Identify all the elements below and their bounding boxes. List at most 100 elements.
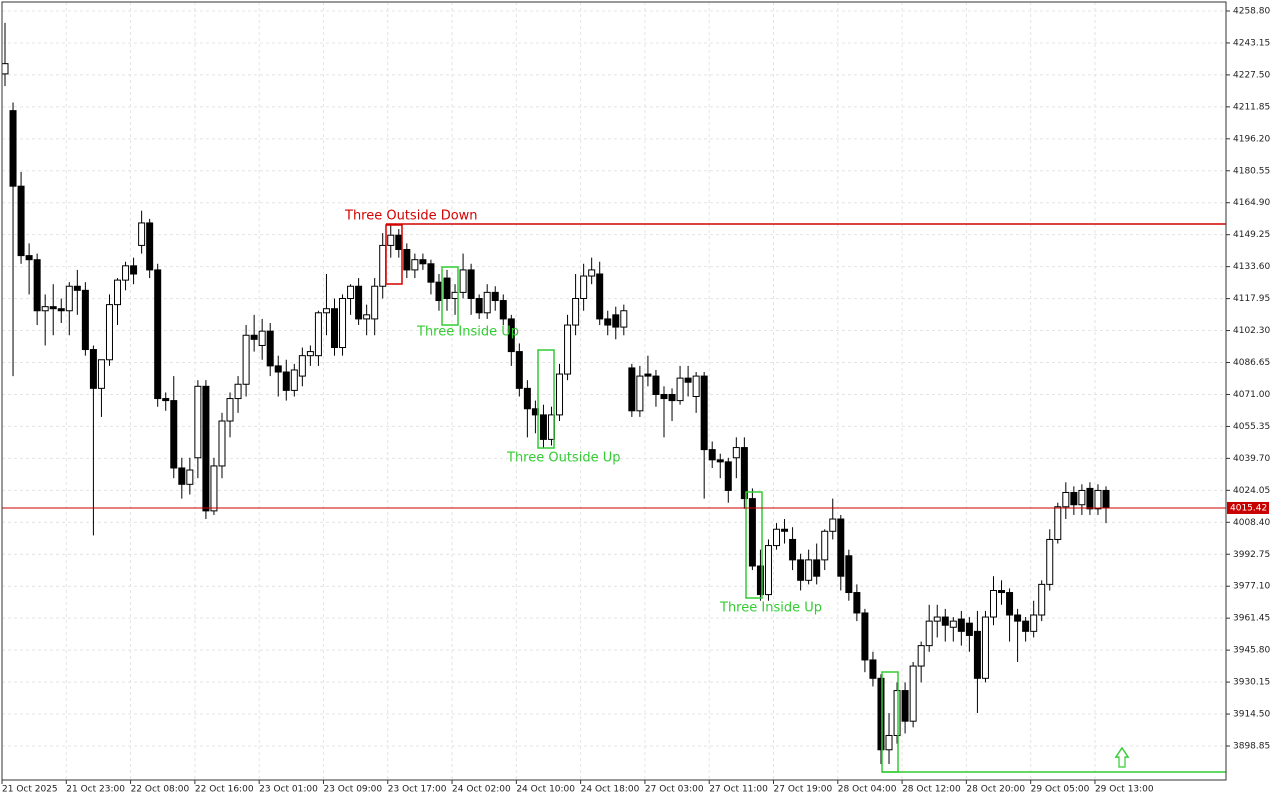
candle-body xyxy=(933,616,941,622)
candle-body xyxy=(202,385,210,512)
candle-body xyxy=(475,297,483,314)
candle-body xyxy=(266,330,274,367)
candle-body xyxy=(65,285,73,312)
candle-body xyxy=(1102,489,1110,509)
candle-body xyxy=(652,375,660,395)
pattern-box xyxy=(745,491,763,599)
candle-body xyxy=(89,349,97,389)
candle-body xyxy=(57,308,65,312)
candle-body xyxy=(756,565,764,596)
candle-body xyxy=(483,291,491,314)
y-tick-label: 4024.05 xyxy=(1233,486,1270,496)
candle-body xyxy=(1062,491,1070,508)
candle-body xyxy=(1,63,9,75)
candle-body xyxy=(620,310,628,328)
candle-body xyxy=(1046,538,1054,585)
candle-body xyxy=(684,377,692,383)
candle-body xyxy=(105,304,113,361)
candle-body xyxy=(861,612,869,661)
signal-arrow-outline xyxy=(1114,746,1130,768)
candle-body xyxy=(764,545,772,596)
x-tick-label: 28 Oct 12:00 xyxy=(902,785,961,795)
y-tick-label: 3930.15 xyxy=(1233,678,1270,688)
candle-body xyxy=(467,269,475,299)
y-tick-label: 4180.55 xyxy=(1233,166,1270,176)
candle-body xyxy=(700,375,708,451)
candle-body xyxy=(298,355,306,377)
pattern-label: Three Outside Down xyxy=(344,209,478,224)
candle-body xyxy=(226,398,234,422)
candle-body xyxy=(411,259,419,271)
candle-body xyxy=(250,334,258,340)
y-tick-label: 4211.85 xyxy=(1233,102,1270,112)
candle-body xyxy=(1022,620,1030,632)
x-tick-label: 24 Oct 02:00 xyxy=(452,785,511,795)
y-tick-label: 4243.15 xyxy=(1233,38,1270,48)
candle-body xyxy=(435,281,443,302)
y-tick-label: 4102.30 xyxy=(1233,326,1270,336)
candle-body xyxy=(909,665,917,722)
candle-body xyxy=(387,234,395,246)
x-tick-label: 23 Oct 09:00 xyxy=(323,785,382,795)
y-tick-label: 4258.80 xyxy=(1233,6,1270,16)
candle-body xyxy=(138,222,146,246)
pattern-box xyxy=(441,266,459,326)
candle-body xyxy=(322,308,330,314)
candle-body xyxy=(556,373,564,416)
x-tick-label: 23 Oct 17:00 xyxy=(388,785,447,795)
marks xyxy=(1,22,1110,765)
candle-body xyxy=(507,318,515,353)
candle-body xyxy=(925,620,933,647)
x-tick-label: 21 Oct 2025 xyxy=(2,785,58,795)
candle-body xyxy=(1014,614,1022,622)
candle-body xyxy=(805,559,813,581)
candle-body xyxy=(957,618,965,632)
candle-body xyxy=(789,538,797,561)
candle-body xyxy=(363,314,371,320)
candle-body xyxy=(572,297,580,326)
candle-body xyxy=(732,447,740,459)
candle-body xyxy=(716,459,724,463)
candle-body xyxy=(998,590,1006,594)
candle-body xyxy=(636,375,644,412)
candle-body xyxy=(708,449,716,461)
candle-body xyxy=(25,255,33,261)
candle-body xyxy=(644,373,652,377)
candle-body xyxy=(258,330,266,346)
candle-body xyxy=(949,620,957,628)
candle-body xyxy=(443,277,451,299)
candle-body xyxy=(676,377,684,402)
candle-body xyxy=(539,414,547,440)
candle-body xyxy=(186,469,194,485)
candle-body xyxy=(1038,583,1046,616)
overlays: Three Outside Down Three Inside Up Three O… xyxy=(2,209,1269,773)
candle-body xyxy=(692,375,700,398)
candle-body xyxy=(845,555,853,594)
x-tick-label: 27 Oct 19:00 xyxy=(774,785,833,795)
candle-body xyxy=(901,690,909,722)
candle-body xyxy=(596,273,604,320)
y-tick-label: 3945.80 xyxy=(1233,646,1270,656)
y-tick-label: 4133.60 xyxy=(1233,262,1270,272)
y-tick-label: 3898.85 xyxy=(1233,742,1270,752)
candle-body xyxy=(234,383,242,400)
y-tick-label: 4086.65 xyxy=(1233,358,1270,368)
candle-body xyxy=(162,398,170,402)
candle-body xyxy=(339,297,347,349)
candle-body xyxy=(829,518,837,532)
x-tick-label: 29 Oct 13:00 xyxy=(1095,785,1154,795)
candle-body xyxy=(628,367,636,412)
y-tick-label: 4071.00 xyxy=(1233,390,1270,400)
x-tick-label: 27 Oct 03:00 xyxy=(645,785,704,795)
x-tick-label: 28 Oct 04:00 xyxy=(838,785,897,795)
candle-body xyxy=(218,420,226,467)
candle-body xyxy=(941,616,949,626)
x-tick-label: 24 Oct 18:00 xyxy=(581,785,640,795)
candle-body xyxy=(403,248,411,271)
x-tick-label: 21 Oct 23:00 xyxy=(66,785,125,795)
candle-body xyxy=(330,308,338,349)
candle-body xyxy=(612,314,620,328)
y-tick-label: 4117.95 xyxy=(1233,294,1270,304)
